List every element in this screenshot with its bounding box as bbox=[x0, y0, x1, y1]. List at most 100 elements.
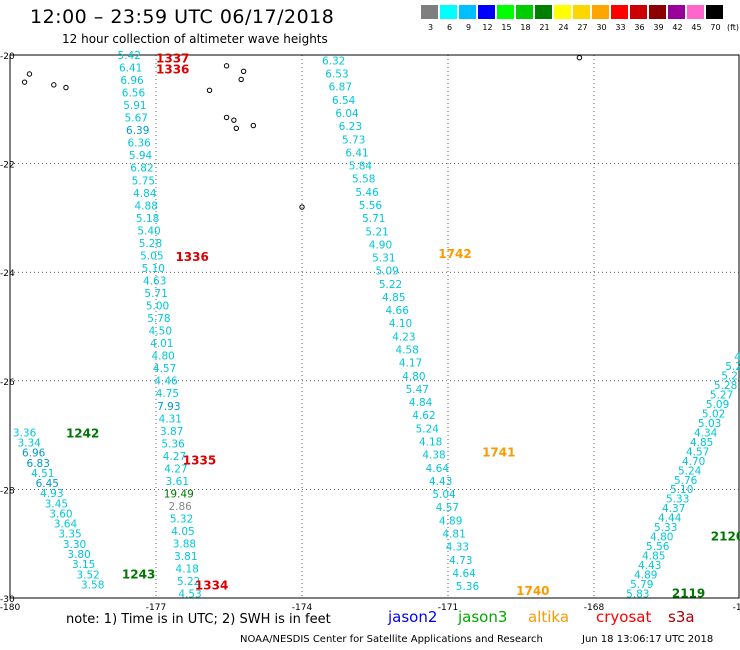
x-tick-label: -16 bbox=[733, 603, 740, 610]
legend-swatch bbox=[497, 5, 514, 19]
legend-swatch bbox=[554, 5, 571, 19]
satellite-cryosat: cryosat bbox=[596, 608, 652, 626]
swh-value: 4.23 bbox=[392, 331, 415, 343]
swh-value: 4.27 bbox=[164, 463, 187, 475]
swh-value: 5.02 bbox=[702, 408, 725, 420]
island-outline bbox=[21, 79, 28, 85]
swh-value: 4.50 bbox=[149, 326, 172, 338]
swh-value: 6.36 bbox=[127, 138, 151, 150]
swh-value: 5.22 bbox=[379, 279, 402, 291]
swh-value: 5.2 bbox=[725, 361, 740, 373]
plot-frame bbox=[9, 54, 740, 599]
time-label: 1742 bbox=[438, 247, 471, 261]
time-label: 1243 bbox=[122, 568, 155, 582]
swh-value: 5.83 bbox=[626, 589, 649, 601]
swh-value: 6.23 bbox=[339, 121, 362, 133]
island-outline bbox=[231, 117, 237, 123]
footer-note: note: 1) Time is in UTC; 2) SWH is in fe… bbox=[66, 612, 331, 627]
swh-value: 4.58 bbox=[396, 345, 419, 357]
swh-value: 4.10 bbox=[389, 318, 412, 330]
legend-swatch bbox=[611, 5, 628, 19]
swh-value: 3.30 bbox=[63, 539, 86, 551]
swh-value: 4.43 bbox=[429, 476, 452, 488]
swh-value: 5.10 bbox=[670, 484, 693, 496]
legend-label: 6 bbox=[446, 23, 453, 32]
swh-value: 5.58 bbox=[352, 174, 375, 186]
time-label: 1741 bbox=[482, 445, 515, 459]
legend-swatch bbox=[630, 5, 647, 19]
island-outline bbox=[250, 122, 257, 129]
swh-value: 5.56 bbox=[646, 541, 670, 553]
swh-value: 6.87 bbox=[329, 82, 352, 94]
swh-value: 5.78 bbox=[147, 313, 170, 325]
chart-title: 12:00 – 23:59 UTC 06/17/2018 bbox=[30, 6, 335, 28]
swh-value: 4.37 bbox=[662, 503, 685, 515]
swh-value: 6.39 bbox=[126, 125, 149, 137]
swh-value: 3.45 bbox=[45, 498, 68, 510]
legend-swatch bbox=[687, 5, 704, 19]
swh-value: 6.41 bbox=[345, 147, 368, 159]
swh-value: 5.84 bbox=[349, 161, 373, 173]
y-tick-label: -28 bbox=[0, 486, 15, 496]
x-tick-label: -171 bbox=[438, 603, 458, 610]
legend-label: 30 bbox=[596, 23, 607, 32]
swh-value: 6.96 bbox=[120, 75, 144, 87]
swh-value: 5.10 bbox=[142, 263, 165, 275]
swh-value: 5.18 bbox=[136, 213, 159, 225]
swh-value: 5.28 bbox=[714, 380, 737, 392]
island-outline bbox=[63, 84, 69, 91]
swh-value: 4.85 bbox=[642, 551, 665, 563]
swh-value: 3.87 bbox=[160, 426, 183, 438]
swh-value: 4.31 bbox=[159, 413, 182, 425]
legend-swatch bbox=[592, 5, 609, 19]
legend-swatch bbox=[668, 5, 685, 19]
swh-value: 6.56 bbox=[122, 88, 146, 100]
time-label: 1740 bbox=[516, 584, 549, 598]
x-tick-label: -180 bbox=[0, 603, 20, 610]
swh-value: 5.36 bbox=[456, 581, 480, 593]
legend-label: 45 bbox=[691, 23, 702, 32]
legend-swatch bbox=[649, 5, 666, 19]
swh-value: 4.80 bbox=[151, 351, 174, 363]
swh-value: 5.71 bbox=[362, 213, 385, 225]
swh-value: 4.46 bbox=[154, 376, 178, 388]
swh-value: 3.15 bbox=[72, 559, 95, 571]
legend-label: 36 bbox=[634, 23, 645, 32]
swh-value: 5.05 bbox=[140, 250, 163, 262]
swh-value: 4.57 bbox=[153, 363, 176, 375]
y-tick-label: -30 bbox=[0, 595, 15, 605]
island-outline bbox=[26, 71, 33, 77]
swh-value: 3.64 bbox=[54, 519, 78, 531]
time-label: 1336 bbox=[156, 63, 189, 77]
swh-value: 4.01 bbox=[150, 338, 173, 350]
x-tick-label: -177 bbox=[146, 603, 166, 610]
legend-label: 39 bbox=[653, 23, 664, 32]
y-tick-label: -24 bbox=[0, 269, 15, 279]
swh-value: 4.44 bbox=[658, 513, 682, 525]
swh-value: 5.27 bbox=[710, 389, 733, 401]
time-label: 2119 bbox=[672, 587, 705, 601]
swh-value: 4.93 bbox=[40, 488, 63, 500]
legend-label: 3 bbox=[427, 23, 434, 32]
island-outline bbox=[299, 204, 305, 210]
time-label: 1334 bbox=[195, 578, 228, 592]
swh-value: 5.46 bbox=[355, 187, 379, 199]
swh-value: 5.24 bbox=[416, 423, 440, 435]
swh-value: 4 bbox=[734, 351, 740, 363]
swh-value: 5.33 bbox=[654, 522, 677, 534]
swh-value: 5.73 bbox=[342, 134, 365, 146]
swh-value: 4.53 bbox=[178, 589, 201, 601]
swh-value: 5.79 bbox=[630, 579, 653, 591]
swh-value: 4.18 bbox=[419, 437, 442, 449]
swh-value: 5.28 bbox=[139, 238, 162, 250]
swh-value: 4.51 bbox=[31, 468, 54, 480]
x-tick-label: -168 bbox=[584, 603, 605, 610]
swh-value: 4.70 bbox=[682, 456, 705, 468]
swh-value: 4.66 bbox=[386, 305, 410, 317]
swh-value: 5.40 bbox=[137, 225, 160, 237]
legend-swatch bbox=[706, 5, 723, 19]
legend-label: 33 bbox=[615, 23, 626, 32]
legend-label: 18 bbox=[520, 23, 531, 32]
swh-value: 4.05 bbox=[171, 526, 194, 538]
swh-value: 4.84 bbox=[409, 397, 433, 409]
